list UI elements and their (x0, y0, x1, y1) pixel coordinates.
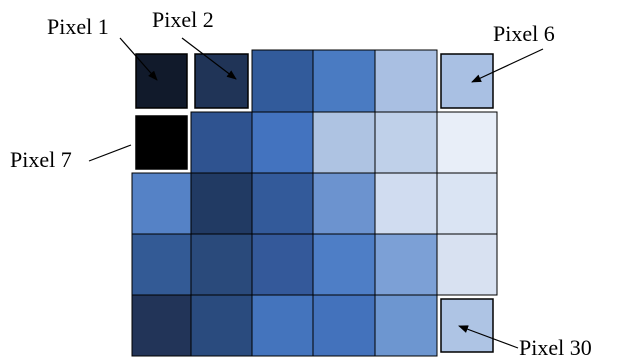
pixel-4-cell (312, 49, 376, 113)
pixel-13-cell (131, 172, 192, 235)
pixel-2-arrow (181, 37, 237, 80)
pixel-29-cell (374, 294, 438, 357)
pixel-16-cell (312, 172, 376, 235)
pixel-8-cell (190, 111, 253, 174)
pixel-25-cell (131, 294, 192, 357)
pixel-14-cell (190, 172, 253, 235)
highlighted-pixels (135, 53, 494, 353)
pixel-20-cell (190, 233, 253, 296)
pixel-23-cell (374, 233, 438, 296)
pixel-9-cell (251, 111, 314, 174)
pixel-15-cell (251, 172, 314, 235)
pixel-6-highlighted-cell (440, 53, 494, 109)
pixel-1-arrow (119, 37, 158, 81)
pixel-2-label: Pixel 2 (152, 7, 214, 32)
pixel-11-cell (374, 111, 438, 174)
pixel-18-cell (436, 172, 498, 235)
pixel-19-cell (131, 233, 192, 296)
pixel-30-arrow (458, 325, 519, 349)
pixel-1-highlighted-cell (135, 53, 188, 109)
pixel-12-cell (436, 111, 498, 174)
pixel-1-label: Pixel 1 (47, 14, 109, 39)
pixel-30-label: Pixel 30 (519, 335, 592, 359)
pixel-5-cell (374, 49, 438, 113)
pixel-grid (131, 49, 498, 357)
pixel-2-highlighted-cell (194, 53, 249, 109)
pixel-22-cell (312, 233, 376, 296)
pixel-6-arrow (471, 48, 544, 83)
pixel-17-cell (374, 172, 438, 235)
pixel-30-highlighted-cell (440, 298, 494, 353)
pixel-10-cell (312, 111, 376, 174)
pixel-28-cell (312, 294, 376, 357)
pixel-6-label: Pixel 6 (493, 21, 555, 46)
pixel-7-highlighted-cell (135, 115, 188, 170)
pixel-26-cell (190, 294, 253, 357)
pixel-7-label: Pixel 7 (10, 147, 72, 172)
pixel-24-cell (436, 233, 498, 296)
pixel-7-leader-line (88, 144, 132, 162)
pixel-21-cell (251, 233, 314, 296)
pixel-3-cell (251, 49, 314, 113)
pixel-27-cell (251, 294, 314, 357)
